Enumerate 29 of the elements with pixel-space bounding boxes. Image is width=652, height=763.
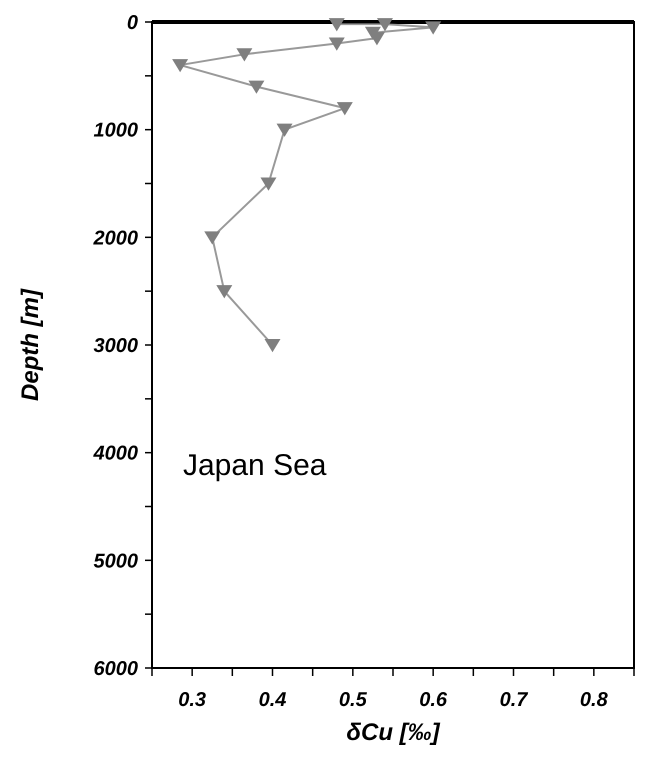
point [248,80,264,94]
point [216,285,232,298]
point [204,231,220,245]
point [276,124,293,137]
y-tick-label: 5000 [94,550,138,572]
annotation: Japan Sea [183,449,327,482]
point [425,21,442,35]
point [260,178,276,191]
x-tick-label: 0.3 [178,689,206,711]
y-tick-label: 1000 [94,120,138,142]
y-tick-label: 0 [126,12,138,34]
point [172,59,188,72]
y-tick-label: 2000 [92,227,138,250]
x-tick-label: 0.5 [338,689,368,711]
y-axis-title: Depth [m] [17,288,44,401]
x-tick-label: 0.7 [500,689,528,711]
y-tick-label: 4000 [92,442,138,465]
point [376,18,393,32]
x-tick-label: 0.8 [580,689,609,711]
y-tick-label: 6000 [94,658,138,680]
point [236,48,252,62]
x-tick-label: 0.4 [258,689,286,711]
x-axis-title: δCu [‰] [346,719,441,746]
point [336,102,353,116]
y-tick-label: 3000 [94,335,138,357]
x-tick-label: 0.6 [419,689,448,711]
point [328,18,345,32]
point [264,339,280,352]
point [328,38,345,51]
